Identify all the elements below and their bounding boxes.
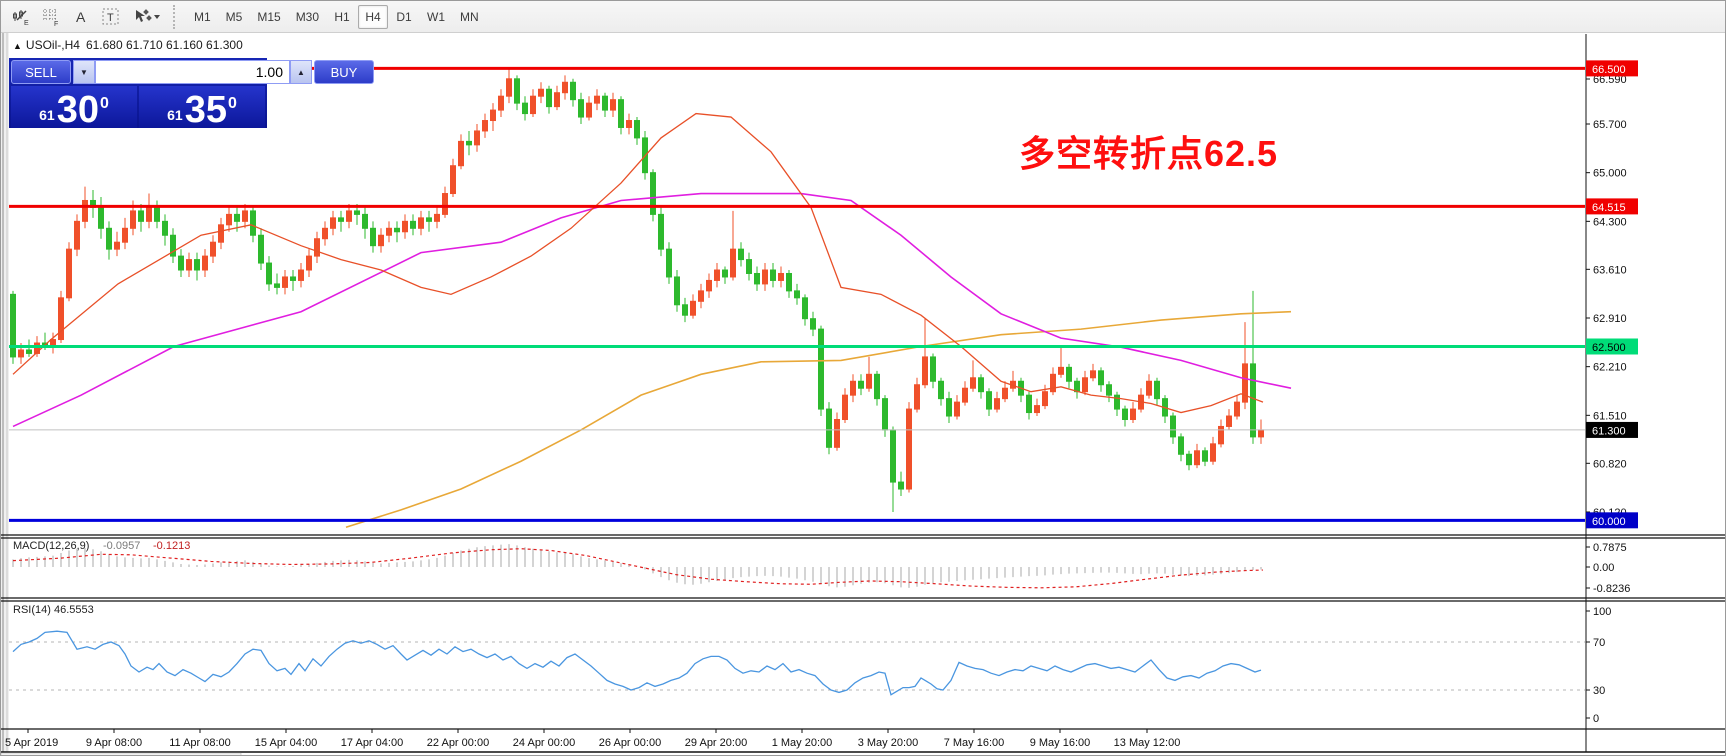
time-tick-label: 1 May 20:00 bbox=[772, 737, 833, 749]
macd-label: MACD(12,26,9) bbox=[13, 540, 89, 552]
time-tick-label: 26 Apr 00:00 bbox=[599, 737, 661, 749]
time-tick-label: 13 May 12:00 bbox=[1114, 737, 1181, 749]
macd-indicator-panel: MACD(12,26,9) -0.0957 -0.1213 bbox=[12, 540, 1264, 589]
rsi-axis-label: 100 bbox=[1593, 606, 1611, 618]
buy-price-big: 35 bbox=[184, 88, 227, 131]
toolbar: E F A T bbox=[1, 1, 1725, 33]
rsi-axis-label: 70 bbox=[1593, 637, 1605, 649]
rsi-label: RSI(14) 46.5553 bbox=[13, 604, 94, 616]
tab-timeframe-h1[interactable]: H1 bbox=[334, 9, 350, 24]
hline-price-badge: 60.000 bbox=[1586, 512, 1638, 529]
rsi-axis-label: 0 bbox=[1593, 713, 1599, 725]
time-axis[interactable]: 5 Apr 2019 9 Apr 08:00 11 Apr 08:00 15 Apr … bbox=[5, 729, 1180, 749]
tab-timeframe-m30[interactable]: M30 bbox=[295, 9, 320, 24]
time-tick-label: 24 Apr 00:00 bbox=[513, 737, 575, 749]
sell-price[interactable]: 61 30 0 bbox=[11, 86, 137, 131]
hline-price-badge: 62.500 bbox=[1586, 338, 1638, 355]
panel-separators[interactable] bbox=[1, 534, 1726, 753]
svg-text:64.515: 64.515 bbox=[1592, 202, 1626, 214]
chart-annotation-text: 多空转折点62.5 bbox=[1019, 133, 1279, 174]
svg-text:A: A bbox=[76, 9, 86, 25]
time-tick-label: 5 Apr 2019 bbox=[5, 737, 58, 749]
buy-price-sup: 0 bbox=[227, 95, 237, 112]
time-tick-label: 17 Apr 04:00 bbox=[341, 737, 403, 749]
svg-text:61.300: 61.300 bbox=[1592, 425, 1626, 437]
one-click-trade-panel: SELL ▼ ▲ BUY 61 30 0 61 35 0 bbox=[9, 58, 374, 131]
price-tick-label: 64.300 bbox=[1593, 216, 1627, 228]
svg-text:66.500: 66.500 bbox=[1592, 64, 1626, 76]
time-tick-label: 15 Apr 04:00 bbox=[255, 737, 317, 749]
svg-text:62.500: 62.500 bbox=[1592, 342, 1626, 354]
time-tick-label: 7 May 16:00 bbox=[944, 737, 1005, 749]
price-tick-label: 63.610 bbox=[1593, 264, 1627, 276]
tab-timeframe-h4[interactable]: H4 bbox=[358, 4, 389, 29]
tab-timeframe-m5[interactable]: M5 bbox=[225, 9, 243, 24]
tab-timeframe-mn[interactable]: MN bbox=[460, 9, 479, 24]
toolbar-separator bbox=[173, 4, 179, 29]
tab-timeframe-m15[interactable]: M15 bbox=[257, 9, 281, 24]
time-tick-label: 3 May 20:00 bbox=[858, 737, 919, 749]
price-tick-label: 65.000 bbox=[1593, 168, 1627, 180]
text-tool-icon[interactable]: T bbox=[97, 4, 125, 30]
price-tick-label: 60.820 bbox=[1593, 458, 1627, 470]
sell-button[interactable]: SELL bbox=[11, 60, 71, 84]
rsi-axis-label: 30 bbox=[1593, 685, 1605, 697]
volume-decrease-button[interactable]: ▼ bbox=[73, 60, 95, 84]
price-tick-label: 66.590 bbox=[1593, 74, 1627, 86]
svg-text:F: F bbox=[54, 21, 58, 27]
svg-text:T: T bbox=[107, 12, 114, 24]
macd-axis-label: 0.7875 bbox=[1593, 542, 1627, 554]
timeframe-buttons: M1 M5 M15 M30 H1 H4 D1 W1 MN bbox=[187, 4, 487, 29]
hline-price-badge: 61.300 bbox=[1586, 421, 1638, 438]
volume-stepper: ▼ ▲ bbox=[73, 60, 312, 84]
objects-cursor-icon[interactable] bbox=[127, 4, 165, 30]
buy-price-prefix: 61 bbox=[167, 107, 183, 123]
tab-timeframe-d1[interactable]: D1 bbox=[396, 9, 412, 24]
price-axis[interactable]: 66.590 65.700 65.000 64.300 63.610 62.910 62.2… bbox=[1585, 34, 1638, 752]
price-tick-label: 65.700 bbox=[1593, 119, 1627, 131]
svg-text:60.000: 60.000 bbox=[1592, 516, 1626, 528]
sell-price-big: 30 bbox=[56, 88, 99, 131]
indicator-style-icon[interactable]: E bbox=[7, 4, 35, 30]
sell-price-prefix: 61 bbox=[39, 107, 55, 123]
time-tick-label: 11 Apr 08:00 bbox=[169, 737, 231, 749]
price-tick-label: 61.510 bbox=[1593, 410, 1627, 422]
symbol-name: USOil-,H4 bbox=[25, 38, 80, 52]
volume-input[interactable] bbox=[95, 60, 290, 84]
tab-timeframe-w1[interactable]: W1 bbox=[427, 9, 446, 24]
buy-price[interactable]: 61 35 0 bbox=[139, 86, 265, 131]
candlestick-series bbox=[10, 68, 1264, 512]
symbol-quotes: 61.680 61.710 61.160 61.300 bbox=[85, 38, 243, 52]
svg-text:-0.0957: -0.0957 bbox=[103, 540, 140, 552]
chart-symbol-title: ▲ USOil-,H4 61.680 61.710 61.160 61.300 bbox=[13, 38, 243, 52]
price-tick-label: 62.210 bbox=[1593, 362, 1627, 374]
time-tick-label: 9 May 16:00 bbox=[1030, 737, 1091, 749]
buy-button[interactable]: BUY bbox=[314, 60, 374, 84]
tab-timeframe-m1[interactable]: M1 bbox=[194, 9, 211, 24]
macd-axis-label: 0.00 bbox=[1593, 562, 1614, 574]
svg-text:-0.1213: -0.1213 bbox=[153, 540, 190, 552]
hline-price-badge: 66.500 bbox=[1586, 60, 1638, 77]
svg-text:E: E bbox=[24, 20, 29, 27]
grid-icon[interactable]: F bbox=[37, 4, 65, 30]
hline-price-badge: 64.515 bbox=[1586, 198, 1638, 215]
volume-increase-button[interactable]: ▲ bbox=[290, 60, 312, 84]
time-tick-label: 29 Apr 20:00 bbox=[685, 737, 747, 749]
price-tick-label: 62.910 bbox=[1593, 313, 1627, 325]
symbol-arrow-icon: ▲ bbox=[13, 41, 22, 51]
label-tool-icon[interactable]: A bbox=[67, 4, 95, 30]
macd-axis-label: -0.8236 bbox=[1593, 583, 1630, 595]
sell-price-sup: 0 bbox=[99, 95, 109, 112]
time-tick-label: 22 Apr 00:00 bbox=[427, 737, 489, 749]
rsi-indicator-panel: RSI(14) 46.5553 bbox=[9, 604, 1585, 696]
time-tick-label: 9 Apr 08:00 bbox=[86, 737, 142, 749]
